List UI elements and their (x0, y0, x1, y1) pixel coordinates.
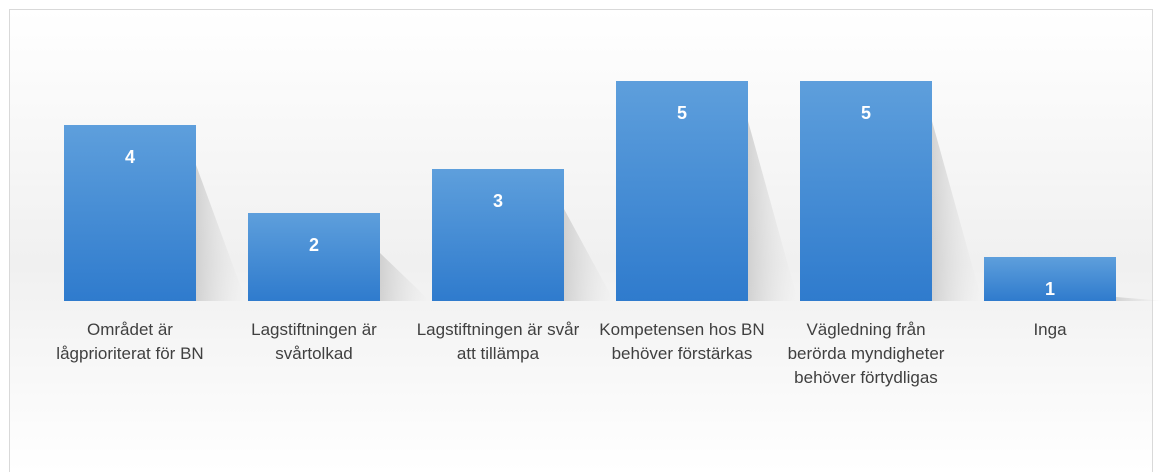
data-label: 2 (308, 235, 319, 255)
data-label: 3 (492, 191, 503, 211)
x-tick-label: Vägledning från berörda myndigheter behö… (787, 320, 945, 387)
data-label: 5 (860, 103, 871, 123)
data-label: 1 (1044, 279, 1055, 299)
bar (984, 257, 1116, 301)
x-tick-label: Inga (1033, 320, 1067, 339)
bar (64, 125, 196, 301)
x-tick-label: Lagstiftningen är svår att tillämpa (416, 320, 580, 363)
bar-shadow (196, 165, 246, 301)
bar (616, 81, 748, 301)
bar (432, 169, 564, 301)
data-label: 4 (124, 147, 135, 167)
bar-shadow (932, 121, 982, 301)
bar-shadow (564, 209, 614, 301)
bar (248, 213, 380, 301)
bar (800, 81, 932, 301)
x-tick-label: Området är lågprioriterat för BN (56, 320, 204, 363)
bar-shadow (380, 253, 430, 301)
data-label: 5 (676, 103, 687, 123)
x-tick-label: Kompetensen hos BN behöver förstärkas (599, 320, 765, 363)
bar-shadow (1116, 297, 1161, 301)
bar-shadow (748, 121, 798, 301)
x-tick-label: Lagstiftningen är svårtolkad (251, 320, 377, 363)
